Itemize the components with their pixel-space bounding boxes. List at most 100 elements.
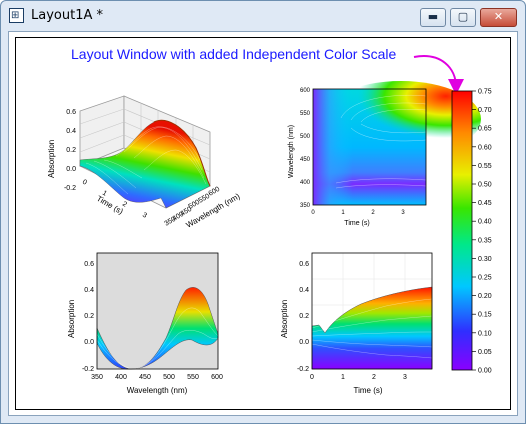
3d-z-tick: 550 [198,193,212,205]
3d-y-ticks: 0.6 0.4 0.2 0.0 -0.2 [64,109,76,192]
3d-z-tick: 450 [180,206,194,218]
3d-z-tick: 400 [172,211,186,223]
3d-z-tick: 500 [188,199,202,211]
graph-time[interactable]: 0.6 0.4 0.2 0.0 -0.2 Absorption 0 1 2 3 … [280,252,433,395]
color-scale-label: 0.55 [478,163,492,170]
origin-layout-icon[interactable]: ⊞ [9,8,24,23]
time-y-tick: 0.4 [299,287,309,294]
annotation-text: Layout Window with added Independent Col… [71,46,397,62]
time-frame [311,252,433,370]
contour-x-tick: 2 [371,210,375,216]
wavelength-y-tick: 0.6 [84,261,94,268]
contour-y-tick: 450 [300,157,311,163]
wavelength-x-axis-label: Wavelength (nm) [127,386,188,395]
wavelength-x-tick: 400 [115,374,127,381]
color-scale-label: 0.40 [478,219,492,226]
wavelength-y-axis-label: Absorption [67,300,76,338]
independent-color-scale[interactable]: 0.75 0.70 0.65 0.60 0.55 0.50 0.45 0.40 0.35 0.30… [451,89,492,375]
color-scale-label: 0.70 [478,107,492,114]
contour-y-tick: 500 [300,134,311,140]
color-scale-ticks [472,90,476,371]
time-x-axis-label: Time (s) [353,386,382,395]
contour-x-ticks: 0 1 2 3 [311,210,405,216]
color-scale-label: 0.05 [478,349,492,356]
color-scale-label: 0.30 [478,256,492,263]
time-y-axis-label: Absorption [280,300,289,338]
wavelength-x-tick: 350 [91,374,103,381]
contour-y-axis-label: Wavelength (nm) [288,125,295,178]
color-scale-label: 0.50 [478,182,492,189]
wavelength-x-tick: 550 [187,374,199,381]
3d-x-tick: 0 [81,179,88,187]
wavelength-x-tick: 500 [163,374,175,381]
graph-3d-surface[interactable]: 0.6 0.4 0.2 0.0 -0.2 Absorption 0 1 2 3 … [47,95,242,230]
contour-y-tick: 600 [300,88,311,94]
3d-x-tick: 2 [121,201,128,209]
color-scale-label: 0.35 [478,237,492,244]
contour-x-axis-label: Time (s) [344,220,369,227]
annotation-arrow [413,55,464,95]
minimize-icon: ▬ [427,10,439,23]
wavelength-frame [96,252,219,370]
time-curve-lines [311,298,433,359]
time-y-tick: 0.0 [299,339,309,346]
wavelength-y-ticks: 0.6 0.4 0.2 0.0 -0.2 [82,261,94,373]
time-x-tick: 2 [372,374,376,381]
maximize-button[interactable]: ▢ [450,8,476,27]
layout-canvas: Layout Window with added Independent Col… [47,46,492,395]
contour-frame [312,88,427,206]
time-x-ticks: 0 1 2 3 [310,374,407,381]
time-y-tick: 0.2 [299,313,309,320]
maximize-icon: ▢ [457,10,469,23]
minimize-button[interactable]: ▬ [420,8,446,27]
wavelength-y-tick: -0.2 [82,366,94,373]
time-y-tick: 0.6 [299,261,309,268]
graph-wavelength[interactable]: 0.6 0.4 0.2 0.0 -0.2 Absorption 350 400 … [67,252,223,395]
time-x-tick: 3 [403,374,407,381]
contour-x-tick: 0 [311,210,315,216]
3d-y-axis-label: Absorption [47,140,56,178]
3d-surface-mesh [85,126,207,195]
3d-z-tick: 600 [208,186,222,198]
color-scale-bar [451,90,473,371]
contour-y-tick: 550 [300,111,311,117]
title-bar[interactable]: ⊞ Layout1A * ▬ ▢ ✕ [1,1,525,31]
time-curves [311,286,433,370]
3d-y-tick: 0.4 [66,128,76,135]
color-scale-label: 0.20 [478,293,492,300]
3d-y-tick: 0.2 [66,147,76,154]
wavelength-x-ticks: 350 400 450 500 550 600 [91,374,223,381]
layout-client-area: Layout Window with added Independent Col… [8,31,518,416]
wavelength-x-tick: 450 [139,374,151,381]
3d-z-tick: 350 [164,216,178,228]
wavelength-y-tick: 0.0 [84,339,94,346]
color-scale-label: 0.65 [478,126,492,133]
graph-contour[interactable]: 600 550 500 450 400 350 Wavelength (nm) … [288,81,481,227]
wavelength-y-tick: 0.4 [84,287,94,294]
close-icon: ✕ [493,10,504,23]
3d-x-axis-label: Time (s) [95,194,125,216]
wavelength-curve-lines [96,307,219,370]
layout-page[interactable]: Layout Window with added Independent Col… [15,37,511,410]
close-button[interactable]: ✕ [480,8,517,27]
color-scale-label: 0.15 [478,312,492,319]
color-scale-label: 0.25 [478,275,492,282]
time-x-tick: 1 [341,374,345,381]
contour-lines [335,94,427,189]
3d-y-tick: 0.6 [66,109,76,116]
contour-y-ticks: 600 550 500 450 400 350 [300,88,311,209]
wavelength-x-tick: 600 [211,374,223,381]
wavelength-y-tick: 0.2 [84,313,94,320]
3d-x-tick: 1 [101,190,108,198]
contour-y-tick: 350 [300,203,311,209]
window-title: Layout1A * [31,8,103,23]
time-y-ticks: 0.6 0.4 0.2 0.0 -0.2 [297,261,309,373]
color-scale-label: 0.75 [478,89,492,96]
contour-x-tick: 1 [341,210,345,216]
3d-x-tick: 3 [141,212,148,220]
3d-y-tick: 0.0 [66,166,76,173]
color-scale-label: 0.60 [478,144,492,151]
3d-surface-ridge [153,119,211,187]
contour-x-tick: 3 [401,210,405,216]
